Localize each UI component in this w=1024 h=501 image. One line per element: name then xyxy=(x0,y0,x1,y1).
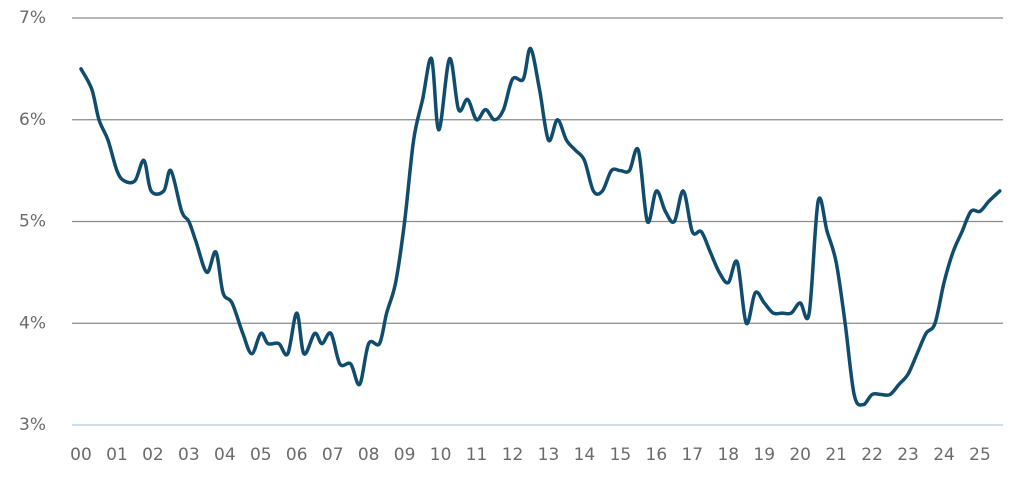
x-tick-label: 19 xyxy=(753,445,775,465)
x-tick-label: 03 xyxy=(178,445,200,465)
x-tick-label: 14 xyxy=(574,445,596,465)
x-tick-label: 22 xyxy=(861,445,883,465)
x-tick-label: 16 xyxy=(646,445,668,465)
x-tick-label: 15 xyxy=(610,445,632,465)
x-tick-label: 18 xyxy=(717,445,739,465)
x-tick-label: 21 xyxy=(825,445,847,465)
x-tick-label: 20 xyxy=(789,445,811,465)
y-tick-label: 6% xyxy=(19,110,46,130)
x-tick-label: 25 xyxy=(969,445,991,465)
x-tick-label: 00 xyxy=(70,445,92,465)
x-tick-label: 02 xyxy=(142,445,164,465)
y-tick-label: 3% xyxy=(19,415,46,435)
x-tick-label: 07 xyxy=(322,445,344,465)
x-tick-label: 01 xyxy=(106,445,128,465)
y-tick-label: 4% xyxy=(19,313,46,333)
data-line xyxy=(79,46,1002,407)
x-tick-label: 17 xyxy=(681,445,703,465)
x-tick-label: 08 xyxy=(358,445,380,465)
x-tick-label: 12 xyxy=(502,445,524,465)
y-tick-label: 7% xyxy=(19,8,46,28)
y-tick-label: 5% xyxy=(19,212,46,232)
x-tick-label: 06 xyxy=(286,445,308,465)
x-tick-label: 24 xyxy=(933,445,955,465)
x-tick-label: 23 xyxy=(897,445,919,465)
x-tick-label: 05 xyxy=(250,445,272,465)
x-tick-label: 13 xyxy=(538,445,560,465)
x-tick-label: 10 xyxy=(430,445,452,465)
x-tick-label: 09 xyxy=(394,445,416,465)
x-tick-label: 04 xyxy=(214,445,236,465)
x-tick-label: 11 xyxy=(466,445,488,465)
